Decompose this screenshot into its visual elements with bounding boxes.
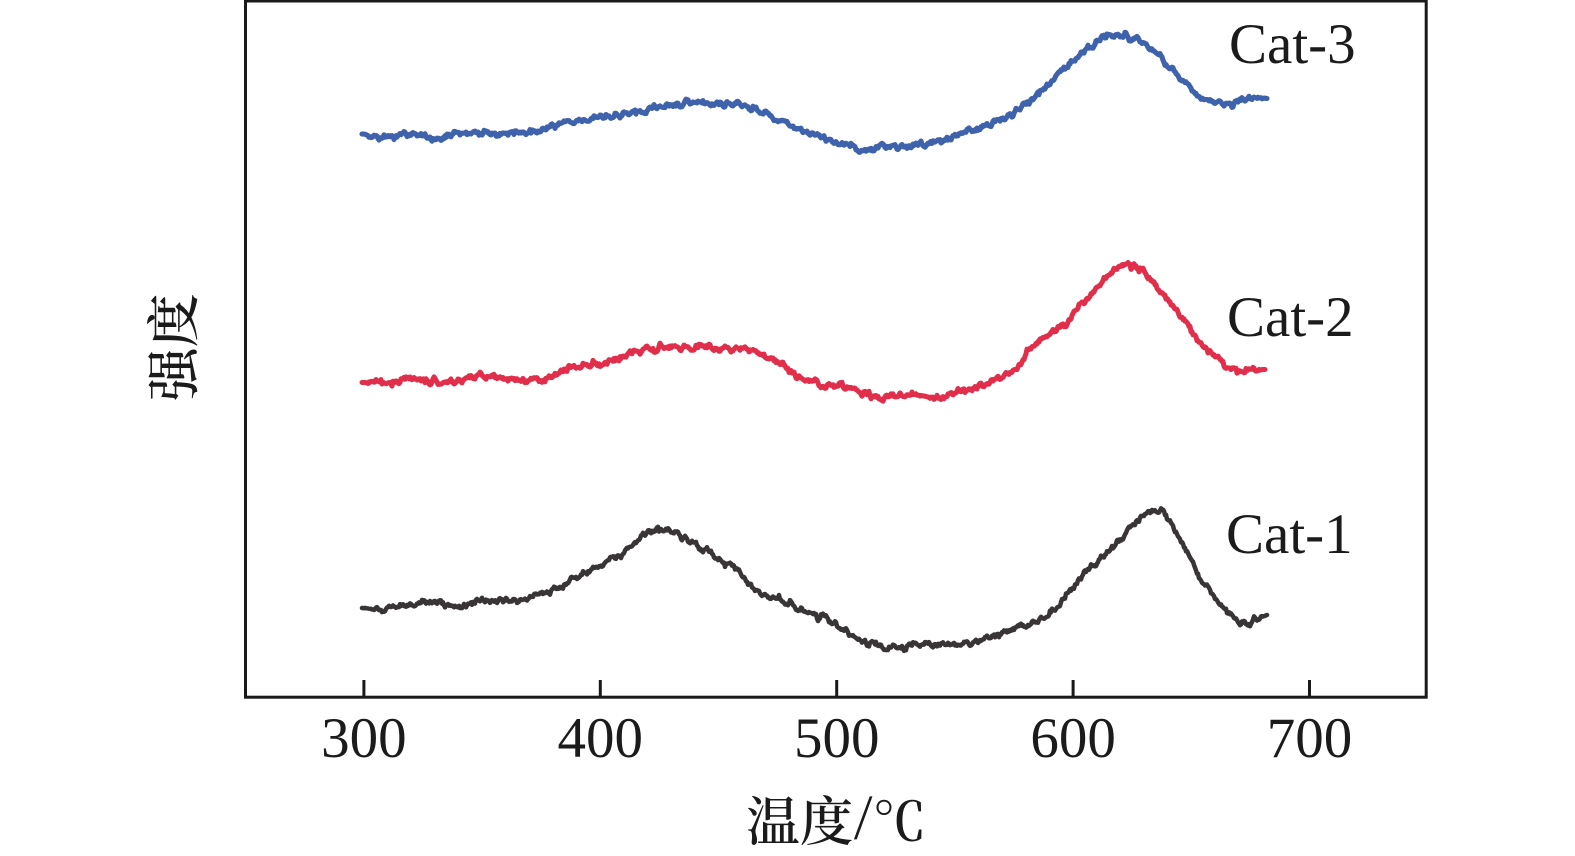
svg-text:600: 600 bbox=[1030, 707, 1116, 770]
svg-text:Cat-2: Cat-2 bbox=[1227, 286, 1354, 349]
svg-text:700: 700 bbox=[1267, 707, 1353, 770]
svg-text:Cat-1: Cat-1 bbox=[1226, 503, 1353, 566]
svg-text:400: 400 bbox=[558, 707, 644, 770]
svg-text:500: 500 bbox=[794, 707, 880, 770]
svg-text:Cat-3: Cat-3 bbox=[1229, 13, 1356, 76]
svg-text:300: 300 bbox=[321, 707, 407, 770]
